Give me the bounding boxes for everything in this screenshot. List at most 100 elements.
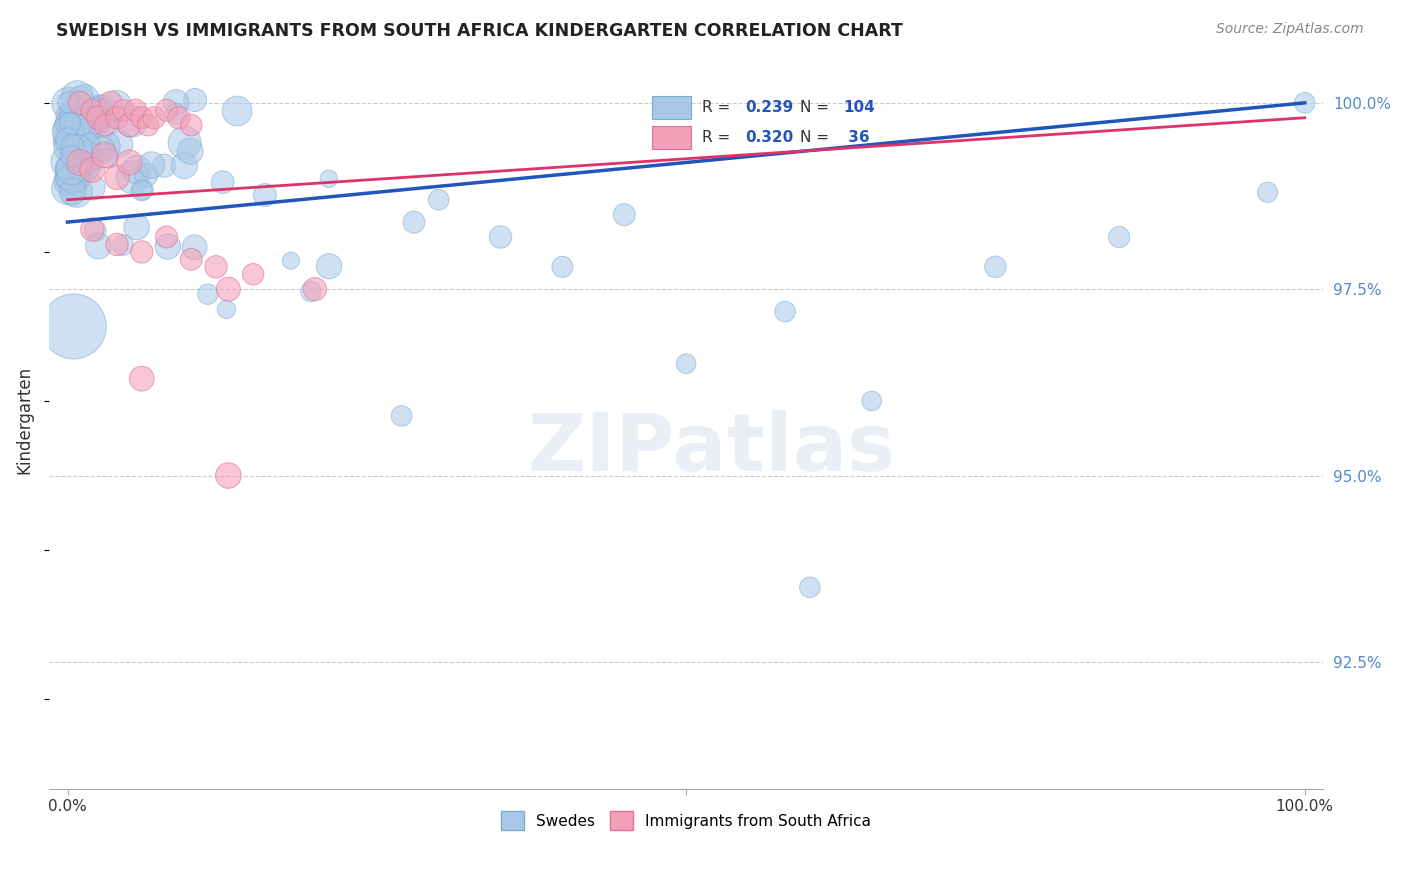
Point [59, 108, 82, 122]
Point [280, 253, 302, 268]
Point [56, 181, 79, 195]
Point [56, 171, 79, 186]
Point [613, 208, 636, 222]
Point [56, 154, 79, 169]
Point [132, 182, 155, 196]
Point [82, 180, 104, 194]
Point [82, 222, 104, 236]
Point [112, 238, 135, 252]
Point [82, 103, 104, 118]
Point [73, 123, 96, 137]
Point [70, 138, 93, 153]
Point [155, 103, 177, 118]
Point [63, 169, 86, 184]
Point [402, 215, 425, 229]
Point [67, 159, 90, 173]
Point [56, 108, 79, 122]
Point [860, 394, 883, 409]
Point [184, 93, 207, 107]
Point [73, 158, 96, 172]
Point [87, 114, 110, 128]
Text: R =: R = [702, 129, 734, 145]
Y-axis label: Kindergarten: Kindergarten [15, 366, 32, 474]
Point [121, 170, 143, 185]
Point [70, 132, 93, 146]
Point [75, 120, 97, 134]
Point [56, 121, 79, 136]
Point [62, 319, 84, 334]
Point [69, 92, 91, 106]
Point [89, 99, 111, 113]
Point [242, 267, 264, 281]
Point [105, 237, 128, 252]
Point [125, 162, 148, 177]
Point [108, 137, 131, 152]
Point [217, 282, 239, 296]
Point [155, 230, 177, 244]
Text: SWEDISH VS IMMIGRANTS FROM SOUTH AFRICA KINDERGARTEN CORRELATION CHART: SWEDISH VS IMMIGRANTS FROM SOUTH AFRICA … [56, 22, 903, 40]
Point [153, 159, 176, 173]
Point [67, 152, 90, 166]
Point [56, 118, 79, 132]
Point [253, 188, 276, 202]
Text: 104: 104 [844, 100, 875, 115]
Point [93, 118, 115, 132]
Point [59, 162, 82, 177]
Text: Source: ZipAtlas.com: Source: ZipAtlas.com [1216, 22, 1364, 37]
Text: R =: R = [702, 100, 734, 115]
Point [226, 103, 249, 118]
Point [105, 98, 128, 112]
Point [79, 113, 101, 128]
Point [299, 285, 322, 299]
Point [118, 118, 141, 132]
Point [135, 168, 157, 182]
Point [180, 252, 202, 267]
Point [1257, 186, 1279, 200]
Point [391, 409, 413, 423]
Point [173, 159, 195, 173]
Point [58, 95, 80, 110]
Point [87, 239, 110, 253]
Point [121, 114, 143, 128]
FancyBboxPatch shape [652, 126, 690, 149]
Point [799, 580, 821, 594]
Point [56, 175, 79, 189]
Point [66, 143, 89, 157]
Text: N =: N = [800, 100, 834, 115]
Point [60, 161, 83, 176]
Point [131, 244, 153, 259]
Legend: Swedes, Immigrants from South Africa: Swedes, Immigrants from South Africa [495, 805, 877, 836]
Text: 0.320: 0.320 [745, 129, 793, 145]
Point [217, 468, 239, 483]
Point [304, 282, 326, 296]
Point [131, 111, 153, 125]
Point [56, 161, 79, 175]
Point [76, 151, 98, 165]
Point [82, 163, 104, 178]
Point [86, 105, 108, 120]
Point [84, 223, 107, 237]
Point [91, 142, 114, 156]
Point [773, 304, 796, 318]
Point [56, 133, 79, 147]
Point [100, 95, 122, 110]
Point [984, 260, 1007, 274]
Point [179, 145, 201, 159]
Point [60, 138, 83, 153]
Point [76, 152, 98, 166]
Point [67, 146, 90, 161]
Point [97, 151, 120, 165]
Point [125, 219, 148, 234]
Point [60, 149, 83, 163]
Point [211, 175, 233, 189]
Text: ZIPatlas: ZIPatlas [527, 410, 896, 488]
Point [59, 107, 82, 121]
Point [67, 116, 90, 130]
Point [112, 103, 135, 118]
Point [105, 170, 128, 185]
Point [551, 260, 574, 274]
Point [65, 185, 87, 199]
Point [318, 259, 340, 273]
Point [1108, 230, 1130, 244]
Point [69, 155, 91, 169]
